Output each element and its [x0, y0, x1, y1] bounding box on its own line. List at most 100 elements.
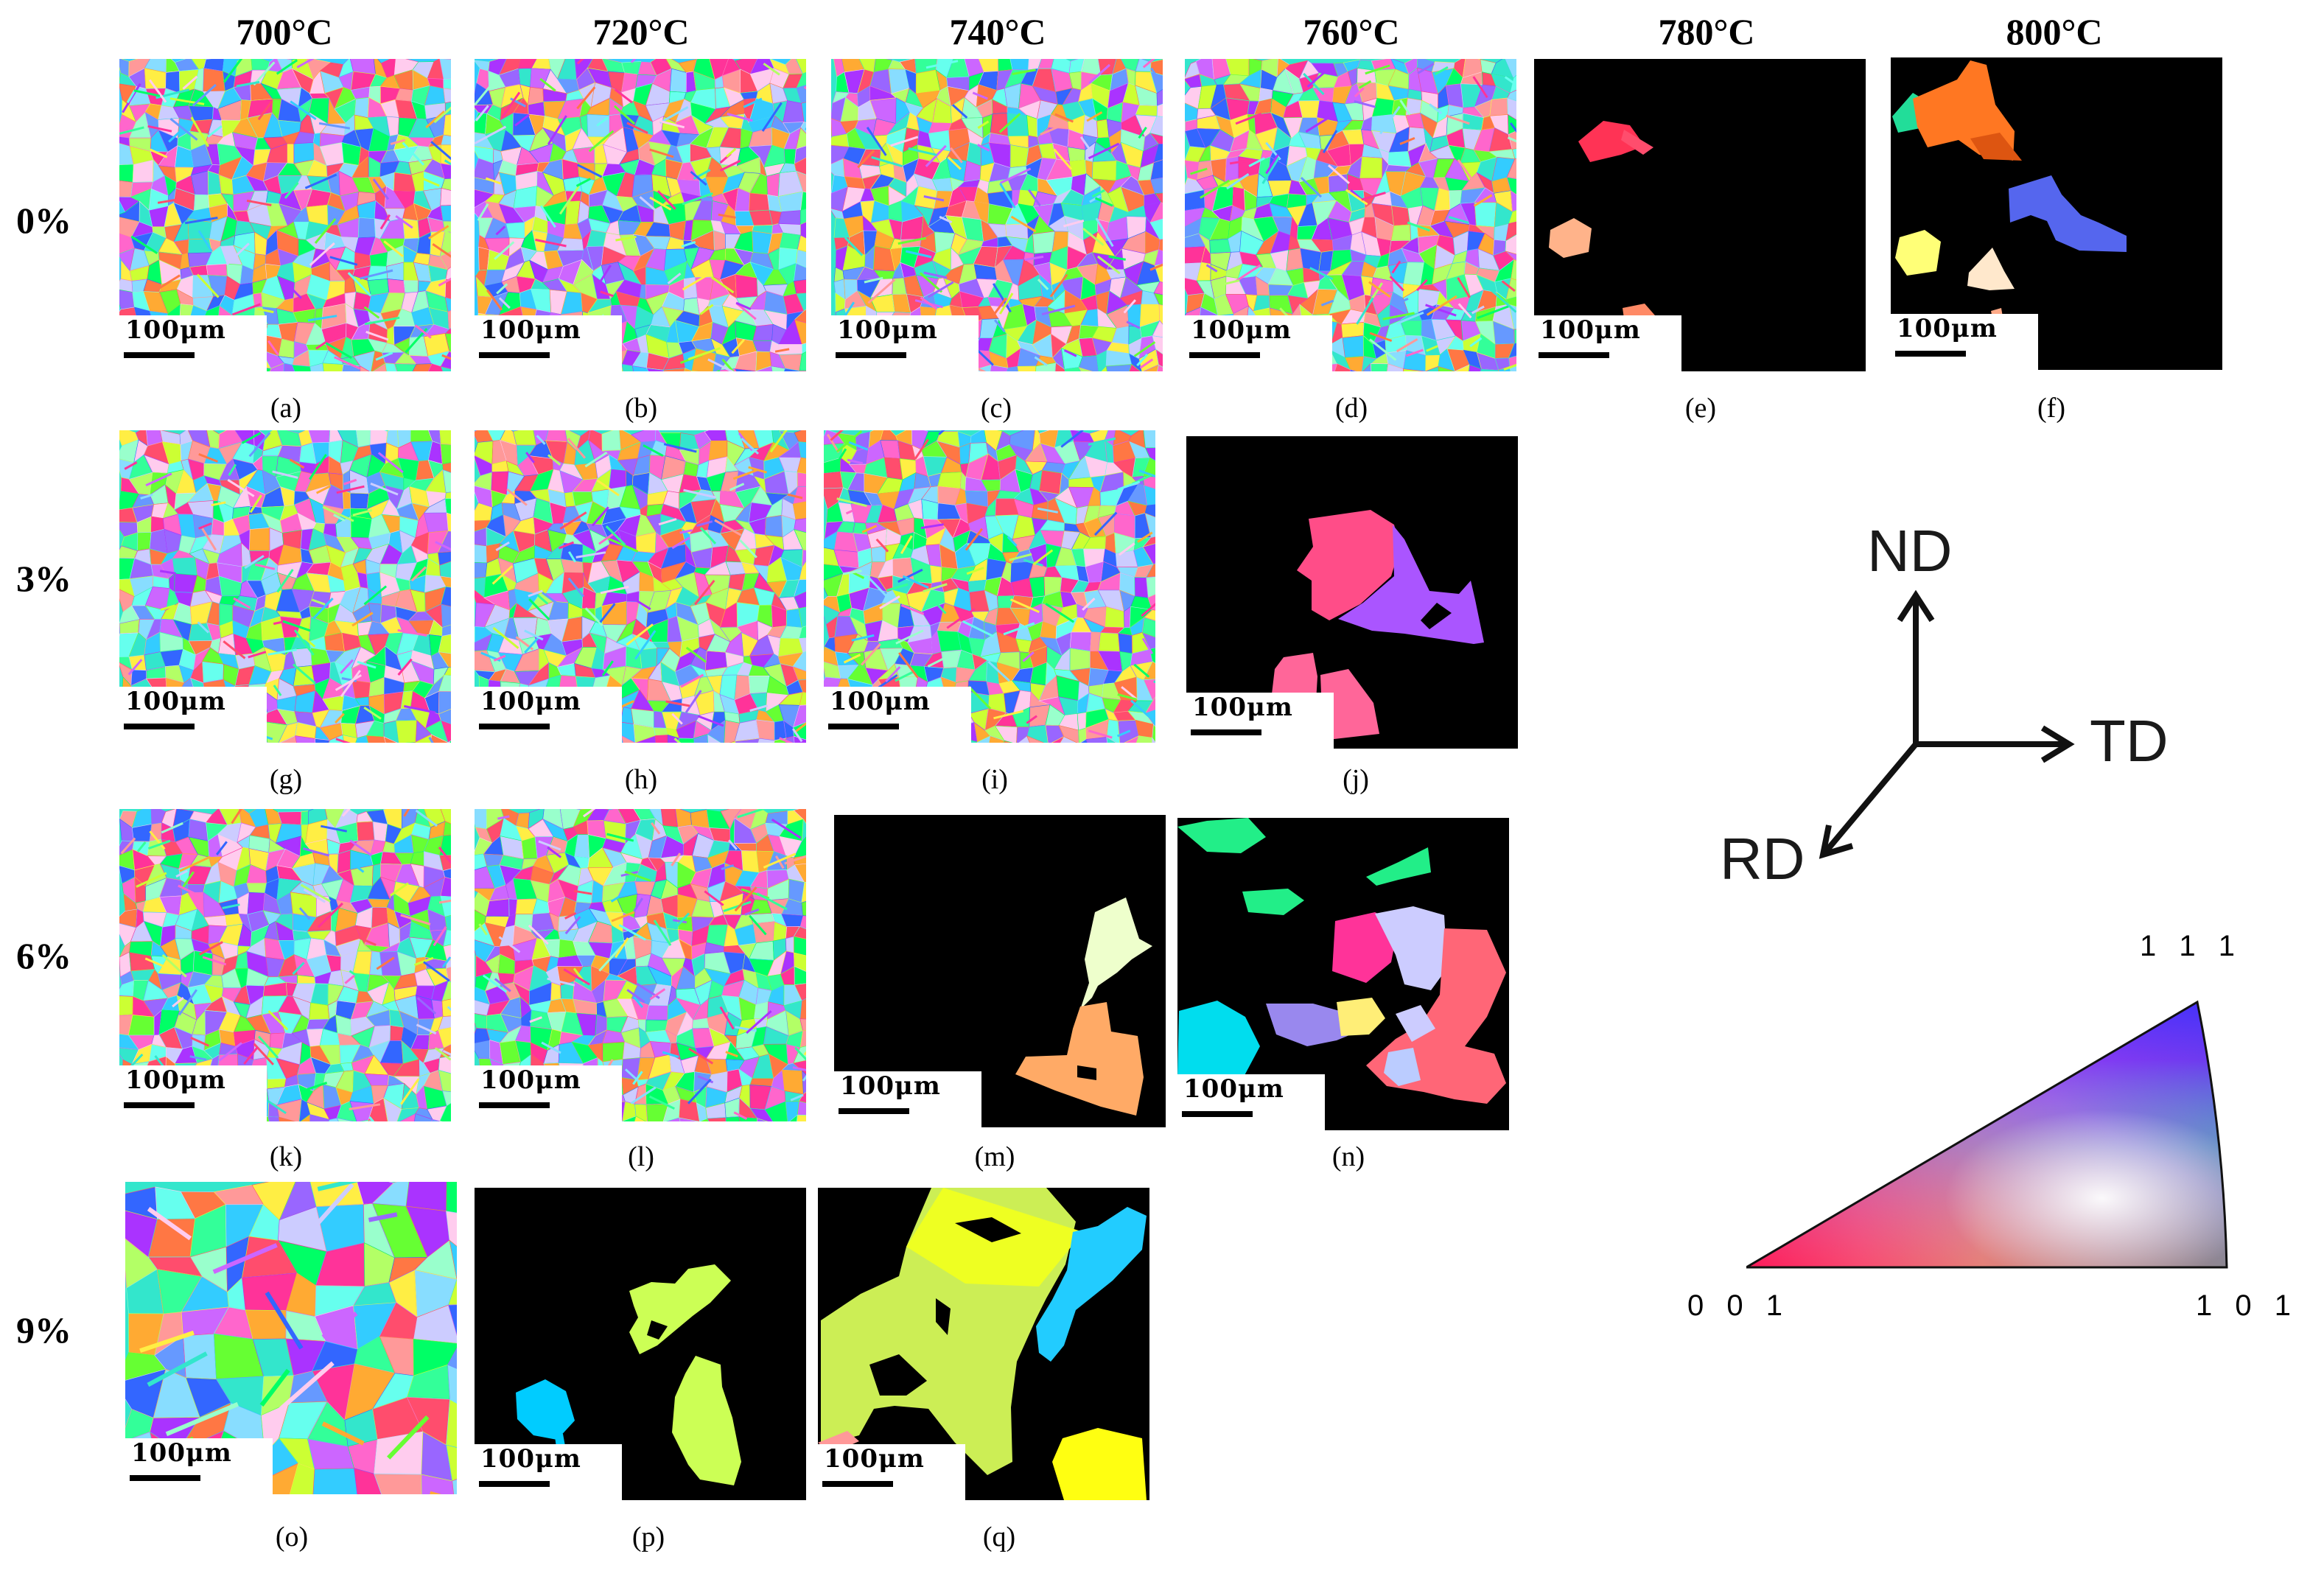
scale-bar-n: 100μm: [1177, 1074, 1325, 1130]
ebsd-map-e: 100μm: [1534, 59, 1866, 371]
row-label-3: 3%: [16, 558, 71, 599]
caption-g: (g): [269, 764, 303, 795]
scale-bar-line: [1189, 352, 1260, 358]
scale-bar-label: 100μm: [480, 1065, 581, 1095]
scale-bar-label: 100μm: [1540, 315, 1641, 345]
caption-l: (l): [628, 1141, 654, 1172]
scale-bar-line: [839, 1108, 909, 1114]
ebsd-map-b: 100μm: [475, 59, 806, 371]
ebsd-map-p: 100μm: [475, 1188, 806, 1500]
scale-bar-label: 100μm: [837, 315, 938, 345]
scale-bar-m: 100μm: [834, 1071, 981, 1127]
ebsd-map-j-image: [1186, 436, 1518, 749]
scale-bar-label: 100μm: [840, 1071, 941, 1101]
caption-o: (o): [275, 1522, 309, 1552]
ebsd-map-j: 100μm: [1186, 436, 1518, 749]
scale-bar-line: [479, 1102, 550, 1108]
ebsd-map-l: 100μm: [475, 809, 806, 1121]
caption-j: (j): [1343, 764, 1369, 795]
caption-e: (e): [1684, 393, 1717, 424]
scale-bar-label: 100μm: [125, 687, 226, 716]
scale-bar-line: [1539, 352, 1609, 358]
scale-bar-j: 100μm: [1186, 693, 1334, 749]
scale-bar-label: 100μm: [125, 315, 226, 345]
scale-bar-g: 100μm: [119, 687, 267, 743]
column-header-780: 780°C: [1658, 11, 1755, 52]
ebsd-map-g: 100μm: [119, 430, 451, 743]
scale-bar-label: 100μm: [125, 1065, 226, 1095]
caption-m: (m): [974, 1141, 1015, 1172]
scale-bar-b: 100μm: [475, 315, 622, 371]
caption-q: (q): [982, 1522, 1016, 1552]
ipf-label-101: 1 0 1: [2196, 1289, 2298, 1322]
scale-bar-p: 100μm: [475, 1444, 622, 1500]
axis-nd-label: ND: [1867, 518, 1953, 584]
scale-bar-label: 100μm: [1192, 693, 1293, 722]
caption-p: (p): [631, 1522, 665, 1552]
scale-bar-a: 100μm: [119, 315, 267, 371]
caption-c: (c): [980, 393, 1012, 424]
scale-bar-l: 100μm: [475, 1065, 622, 1121]
ebsd-map-q: 100μm: [818, 1188, 1149, 1500]
scale-bar-k: 100μm: [119, 1065, 267, 1121]
scale-bar-label: 100μm: [824, 1444, 925, 1474]
ebsd-map-h: 100μm: [475, 430, 806, 743]
ebsd-map-m: 100μm: [834, 815, 1166, 1127]
caption-a: (a): [270, 393, 302, 424]
scale-bar-line: [124, 1102, 195, 1108]
caption-d: (d): [1334, 393, 1368, 424]
scale-bar-f: 100μm: [1891, 314, 2038, 370]
scale-bar-label: 100μm: [1897, 314, 1998, 343]
ebsd-map-a: 100μm: [119, 59, 451, 371]
scale-bar-label: 100μm: [480, 687, 581, 716]
ebsd-map-d: 100μm: [1185, 59, 1516, 371]
scale-bar-c: 100μm: [831, 315, 979, 371]
scale-bar-line: [124, 724, 195, 729]
axis-td-label: TD: [2090, 708, 2169, 774]
column-header-740: 740°C: [949, 11, 1046, 52]
row-label-0: 0%: [16, 200, 71, 241]
scale-bar-h: 100μm: [475, 687, 622, 743]
scale-bar-line: [479, 1481, 550, 1487]
scale-bar-e: 100μm: [1534, 315, 1681, 371]
column-header-700: 700°C: [236, 11, 333, 52]
ebsd-map-k-image: [119, 809, 451, 1121]
ebsd-map-f: 100μm: [1891, 57, 2222, 370]
sample-axes: [1819, 589, 2075, 859]
scale-bar-label: 100μm: [131, 1438, 232, 1468]
ebsd-map-a-image: [119, 59, 451, 371]
scale-bar-label: 100μm: [1183, 1074, 1284, 1104]
caption-b: (b): [624, 393, 658, 424]
ipf-color-key: [1746, 1000, 2228, 1269]
caption-i: (i): [981, 764, 1008, 795]
ebsd-map-o: 100μm: [125, 1182, 457, 1494]
scale-bar-line: [836, 352, 906, 358]
ebsd-map-c: 100μm: [831, 59, 1163, 371]
ebsd-map-k: 100μm: [119, 809, 451, 1121]
scale-bar-label: 100μm: [480, 315, 581, 345]
caption-f: (f): [2037, 393, 2065, 424]
column-header-720: 720°C: [592, 11, 690, 52]
caption-h: (h): [624, 764, 658, 795]
ebsd-map-n: 100μm: [1177, 818, 1509, 1130]
scale-bar-i: 100μm: [824, 687, 971, 743]
caption-n: (n): [1331, 1141, 1365, 1172]
scale-bar-line: [828, 724, 899, 729]
column-header-800: 800°C: [2006, 11, 2103, 52]
scale-bar-q: 100μm: [818, 1444, 965, 1500]
scale-bar-line: [479, 724, 550, 729]
scale-bar-label: 100μm: [480, 1444, 581, 1474]
scale-bar-label: 100μm: [1191, 315, 1292, 345]
scale-bar-label: 100μm: [830, 687, 931, 716]
caption-k: (k): [269, 1141, 303, 1172]
scale-bar-d: 100μm: [1185, 315, 1332, 371]
ebsd-map-b-image: [475, 59, 806, 371]
row-label-9: 9%: [16, 1309, 71, 1351]
scale-bar-line: [1895, 351, 1966, 357]
ebsd-map-i: 100μm: [824, 430, 1155, 743]
row-label-6: 6%: [16, 935, 71, 976]
scale-bar-line: [479, 352, 550, 358]
scale-bar-line: [1191, 729, 1261, 735]
column-header-760: 760°C: [1303, 11, 1400, 52]
ipf-label-111: 1 1 1: [2140, 930, 2242, 962]
